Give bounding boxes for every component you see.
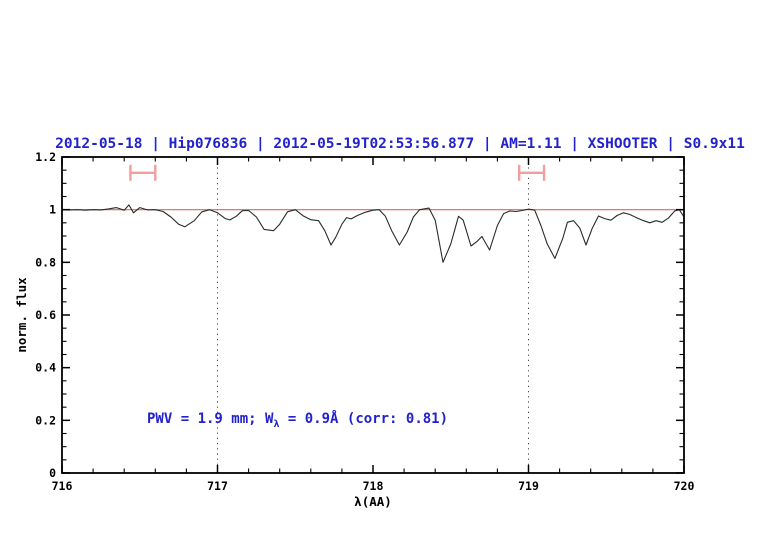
x-tick-label: 718 <box>363 479 384 493</box>
x-tick-label: 716 <box>52 479 73 493</box>
x-tick-label: 719 <box>518 479 539 493</box>
y-tick-label: 0.2 <box>35 413 56 427</box>
y-axis-label: norm. flux <box>14 277 29 353</box>
pwv-annotation-prefix: PWV = 1.9 mm; W <box>147 411 274 427</box>
y-tick-label: 0.8 <box>35 255 56 269</box>
pwv-annotation-suffix: = 0.9Å (corr: 0.81) <box>279 411 449 427</box>
y-tick-label: 0.4 <box>35 361 56 375</box>
x-axis-label: λ(AA) <box>354 494 392 509</box>
y-tick-label: 1 <box>49 203 56 217</box>
y-tick-label: 0 <box>49 466 56 480</box>
spectrum-line <box>61 204 685 263</box>
y-tick-label: 1.2 <box>35 150 56 164</box>
plot-title: 2012-05-18 | Hip076836 | 2012-05-19T02:5… <box>55 136 745 152</box>
y-tick-label: 0.6 <box>35 308 56 322</box>
pwv-annotation: PWV = 1.9 mm; Wλ = 0.9Å (corr: 0.81) <box>147 411 448 430</box>
lambda-subscript: λ <box>273 418 280 430</box>
x-tick-label: 717 <box>207 479 228 493</box>
x-tick-label: 720 <box>674 479 695 493</box>
